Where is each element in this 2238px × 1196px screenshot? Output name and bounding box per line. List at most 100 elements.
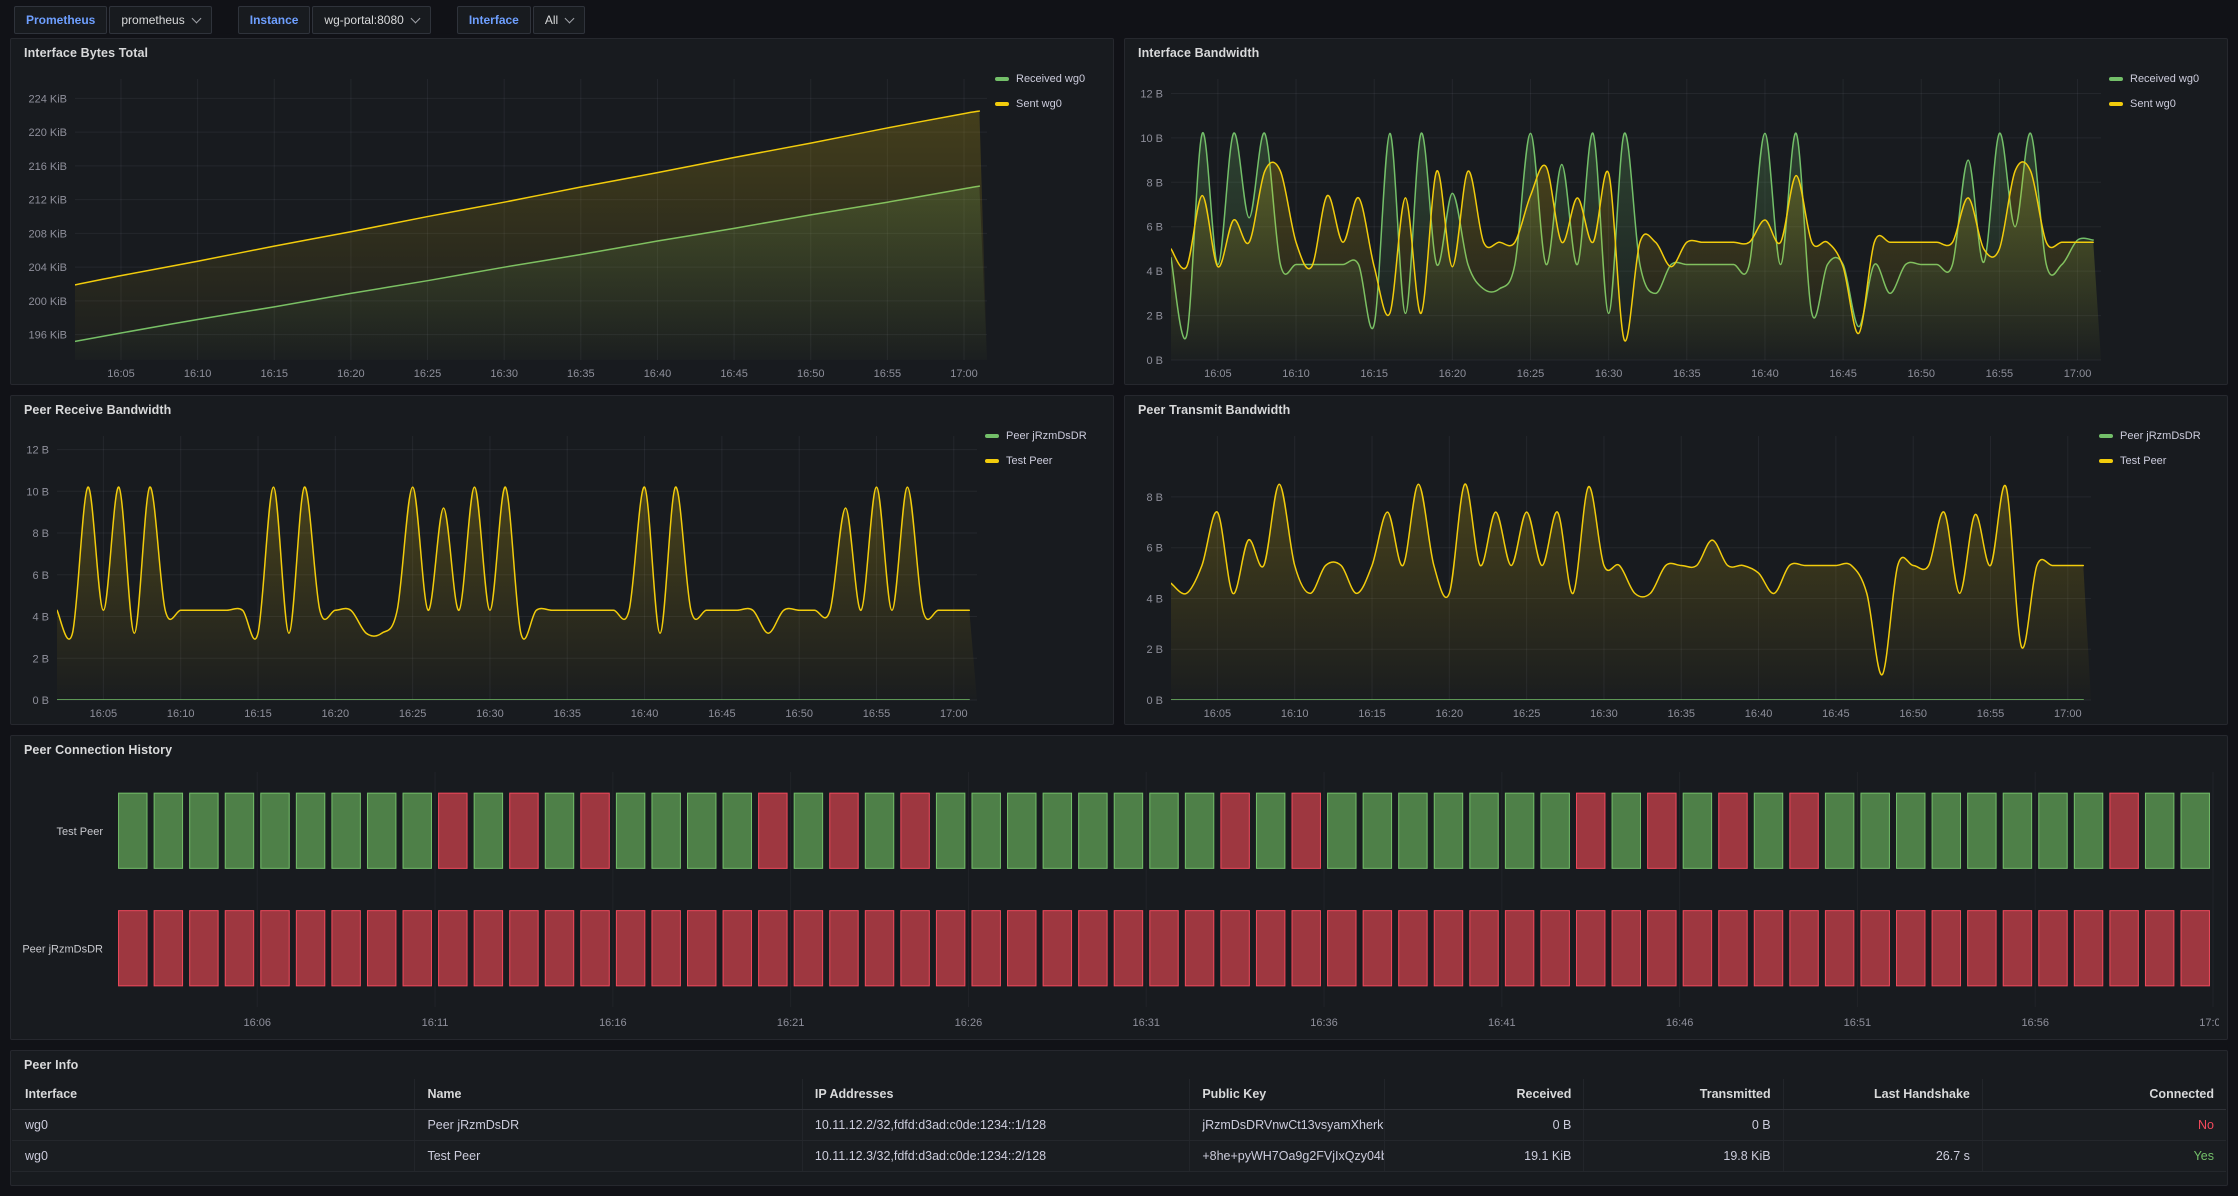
status-cell-connected[interactable]: [367, 793, 395, 868]
status-cell-disconnected[interactable]: [1185, 911, 1213, 986]
status-cell-disconnected[interactable]: [1754, 911, 1782, 986]
status-cell-connected[interactable]: [190, 793, 218, 868]
status-cell-disconnected[interactable]: [581, 793, 609, 868]
interface-bandwidth-chart[interactable]: 0 B2 B4 B6 B8 B10 B12 B16:0516:1016:1516…: [1125, 67, 2107, 384]
status-cell-connected[interactable]: [1399, 793, 1427, 868]
status-cell-connected[interactable]: [1185, 793, 1213, 868]
status-cell-disconnected[interactable]: [510, 911, 538, 986]
status-cell-disconnected[interactable]: [1114, 911, 1142, 986]
status-cell-connected[interactable]: [1470, 793, 1498, 868]
status-cell-disconnected[interactable]: [830, 911, 858, 986]
status-cell-connected[interactable]: [1505, 793, 1533, 868]
status-cell-disconnected[interactable]: [936, 911, 964, 986]
status-cell-disconnected[interactable]: [296, 911, 324, 986]
status-cell-disconnected[interactable]: [865, 911, 893, 986]
status-cell-disconnected[interactable]: [332, 911, 360, 986]
status-cell-connected[interactable]: [154, 793, 182, 868]
status-cell-disconnected[interactable]: [1790, 911, 1818, 986]
panel-title[interactable]: Peer Connection History: [11, 736, 2227, 764]
column-header-transmitted[interactable]: Transmitted: [1584, 1079, 1783, 1110]
status-cell-connected[interactable]: [865, 793, 893, 868]
status-cell-disconnected[interactable]: [1897, 911, 1925, 986]
column-header-name[interactable]: Name: [415, 1079, 802, 1110]
status-cell-connected[interactable]: [616, 793, 644, 868]
status-cell-connected[interactable]: [2181, 793, 2209, 868]
status-cell-connected[interactable]: [119, 793, 147, 868]
status-cell-connected[interactable]: [1079, 793, 1107, 868]
status-cell-connected[interactable]: [1363, 793, 1391, 868]
status-cell-disconnected[interactable]: [1043, 911, 1071, 986]
status-cell-disconnected[interactable]: [830, 793, 858, 868]
var-select-instance[interactable]: wg-portal:8080: [312, 6, 430, 34]
status-cell-connected[interactable]: [1612, 793, 1640, 868]
status-cell-disconnected[interactable]: [901, 793, 929, 868]
status-cell-connected[interactable]: [1328, 793, 1356, 868]
legend-item-peer-jrzmdsdr[interactable]: Peer jRzmDsDR: [2099, 430, 2221, 442]
status-cell-disconnected[interactable]: [1434, 911, 1462, 986]
status-cell-disconnected[interactable]: [1292, 911, 1320, 986]
column-header-received[interactable]: Received: [1385, 1079, 1584, 1110]
status-cell-disconnected[interactable]: [1150, 911, 1178, 986]
legend-item-sent-wg0[interactable]: Sent wg0: [2109, 98, 2221, 110]
status-cell-connected[interactable]: [1825, 793, 1853, 868]
status-cell-disconnected[interactable]: [1825, 911, 1853, 986]
status-cell-connected[interactable]: [1541, 793, 1569, 868]
legend-item-sent-wg0[interactable]: Sent wg0: [995, 98, 1107, 110]
status-cell-connected[interactable]: [1932, 793, 1960, 868]
panel-title[interactable]: Interface Bandwidth: [1125, 39, 2227, 67]
status-cell-connected[interactable]: [1968, 793, 1996, 868]
status-cell-connected[interactable]: [1683, 793, 1711, 868]
status-cell-connected[interactable]: [723, 793, 751, 868]
status-cell-connected[interactable]: [1434, 793, 1462, 868]
status-cell-connected[interactable]: [1256, 793, 1284, 868]
status-cell-disconnected[interactable]: [972, 911, 1000, 986]
column-header-last-handshake[interactable]: Last Handshake: [1783, 1079, 1982, 1110]
status-cell-disconnected[interactable]: [1399, 911, 1427, 986]
status-cell-disconnected[interactable]: [2181, 911, 2209, 986]
status-cell-disconnected[interactable]: [1505, 911, 1533, 986]
status-cell-connected[interactable]: [1897, 793, 1925, 868]
status-cell-disconnected[interactable]: [688, 911, 716, 986]
status-cell-disconnected[interactable]: [403, 911, 431, 986]
status-cell-connected[interactable]: [688, 793, 716, 868]
status-cell-disconnected[interactable]: [119, 911, 147, 986]
status-cell-connected[interactable]: [1861, 793, 1889, 868]
status-cell-disconnected[interactable]: [2110, 793, 2138, 868]
legend-item-test-peer[interactable]: Test Peer: [985, 455, 1107, 467]
status-cell-disconnected[interactable]: [1968, 911, 1996, 986]
peer-receive-bandwidth-chart[interactable]: 0 B2 B4 B6 B8 B10 B12 B16:0516:1016:1516…: [11, 424, 983, 724]
status-cell-connected[interactable]: [261, 793, 289, 868]
status-cell-disconnected[interactable]: [2074, 911, 2102, 986]
column-header-interface[interactable]: Interface: [12, 1079, 415, 1110]
status-cell-disconnected[interactable]: [1256, 911, 1284, 986]
status-cell-disconnected[interactable]: [1292, 793, 1320, 868]
status-cell-connected[interactable]: [1754, 793, 1782, 868]
legend-item-peer-jrzmdsdr[interactable]: Peer jRzmDsDR: [985, 430, 1107, 442]
status-cell-disconnected[interactable]: [1079, 911, 1107, 986]
status-cell-disconnected[interactable]: [1541, 911, 1569, 986]
status-cell-connected[interactable]: [225, 793, 253, 868]
panel-title[interactable]: Peer Receive Bandwidth: [11, 396, 1113, 424]
status-cell-disconnected[interactable]: [794, 911, 822, 986]
status-cell-connected[interactable]: [1114, 793, 1142, 868]
status-cell-disconnected[interactable]: [1612, 911, 1640, 986]
status-cell-disconnected[interactable]: [1008, 911, 1036, 986]
legend-item-test-peer[interactable]: Test Peer: [2099, 455, 2221, 467]
status-cell-connected[interactable]: [1008, 793, 1036, 868]
status-cell-disconnected[interactable]: [1719, 793, 1747, 868]
legend-item-received-wg0[interactable]: Received wg0: [995, 73, 1107, 85]
status-cell-disconnected[interactable]: [759, 793, 787, 868]
interface-bytes-total-chart[interactable]: 196 KiB200 KiB204 KiB208 KiB212 KiB216 K…: [11, 67, 993, 384]
status-cell-connected[interactable]: [2003, 793, 2031, 868]
status-cell-disconnected[interactable]: [190, 911, 218, 986]
status-cell-disconnected[interactable]: [545, 911, 573, 986]
status-cell-disconnected[interactable]: [1576, 911, 1604, 986]
status-cell-disconnected[interactable]: [1683, 911, 1711, 986]
status-cell-disconnected[interactable]: [901, 911, 929, 986]
status-cell-connected[interactable]: [2039, 793, 2067, 868]
status-cell-connected[interactable]: [652, 793, 680, 868]
status-cell-connected[interactable]: [403, 793, 431, 868]
status-cell-disconnected[interactable]: [2039, 911, 2067, 986]
panel-title[interactable]: Peer Info: [11, 1051, 2227, 1079]
status-cell-disconnected[interactable]: [581, 911, 609, 986]
